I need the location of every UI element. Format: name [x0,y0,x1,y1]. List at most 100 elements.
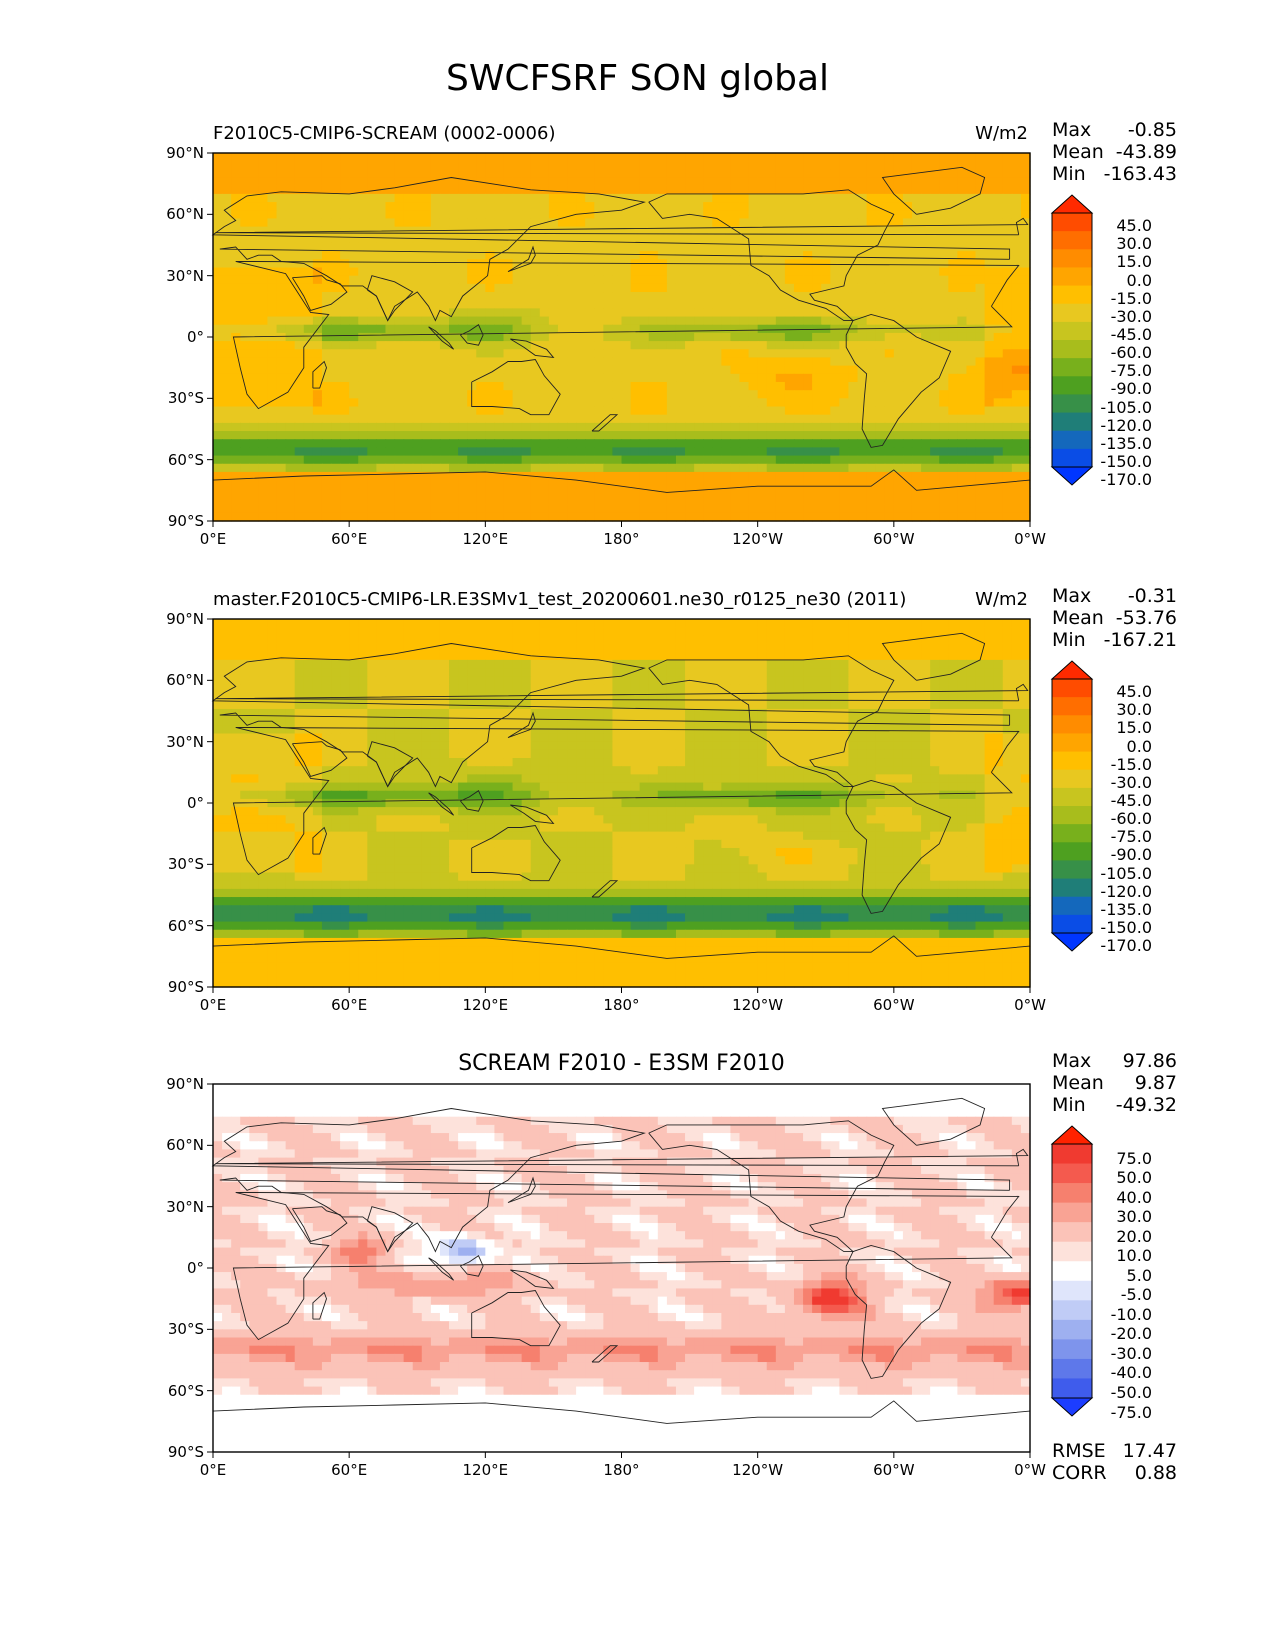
field-cell [803,390,813,399]
field-cell [567,390,577,399]
field-cell [494,504,505,514]
field-cell [966,512,977,522]
field-cell [775,300,786,309]
field-cell [866,275,877,285]
field-cell [875,267,886,277]
field-cell [213,341,223,350]
field-cell [703,455,713,465]
field-cell [839,202,850,211]
field-cell [430,431,441,440]
field-cell [1011,332,1022,342]
field-cell [521,414,532,424]
field-cell [966,676,977,686]
field-cell [966,668,977,677]
field-cell [657,324,668,334]
field-cell [630,659,641,669]
field-cell [821,439,831,448]
field-cell [530,218,541,228]
field-cell [276,692,287,702]
field-cell [675,496,686,506]
field-cell [921,357,931,367]
field-cell [921,488,931,498]
field-cell [594,308,604,318]
field-cell [249,480,259,489]
field-cell [866,463,877,473]
field-cell [766,496,777,506]
field-cell [603,292,614,301]
field-cell [857,259,868,269]
field-cell [512,496,523,506]
field-cell [421,455,432,465]
field-cell [258,447,269,457]
field-cell [857,398,868,408]
field-cell [1020,455,1031,465]
field-cell [930,267,940,277]
field-cell [539,316,550,326]
field-cell [675,692,686,702]
field-cell [639,373,650,383]
field-cell [621,431,632,440]
field-cell [875,153,886,162]
field-cell [485,668,496,677]
field-cell [812,177,822,187]
field-cell [748,332,759,342]
field-cell [585,242,595,252]
field-cell [657,275,668,285]
field-cell [621,226,632,236]
field-cell [911,619,922,628]
field-cell [430,242,441,252]
field-cell [930,439,940,448]
field-cell [757,422,768,432]
field-cell [512,210,523,220]
field-cell [494,692,505,702]
field-cell [294,398,305,408]
field-cell [921,455,931,465]
field-cell [639,316,650,326]
field-cell [376,218,387,228]
field-cell [430,504,441,514]
field-cell [258,365,269,375]
field-cell [421,283,432,293]
field-cell [603,659,614,669]
field-cell [666,390,677,399]
field-cell [594,153,604,162]
field-cell [984,332,995,342]
field-cell [784,308,795,318]
field-cell [675,341,686,350]
field-cell [712,692,722,702]
field-cell [512,177,523,187]
field-cell [830,185,840,195]
field-cell [821,332,831,342]
field-cell [521,390,532,399]
field-cell [775,275,786,285]
field-cell [694,668,704,677]
field-cell [675,619,686,628]
field-cell [312,659,323,669]
field-cell [285,676,296,686]
field-cell [349,300,359,309]
field-cell [911,324,922,334]
field-cell [630,684,641,694]
field-cell [621,292,632,301]
field-cell [857,463,868,473]
field-cell [893,324,904,334]
colorbar-frame [1051,212,1093,468]
field-cell [231,627,241,636]
field-cell [340,341,350,350]
field-cell [576,218,586,228]
field-cell [485,169,496,179]
field-cell [213,161,223,170]
field-cell [439,357,450,367]
field-cell [721,635,732,645]
field-cell [294,242,305,252]
field-cell [222,471,232,481]
field-cell [621,480,632,489]
field-cell [712,373,722,383]
field-cell [222,365,232,375]
field-cell [594,635,604,645]
field-cell [648,463,659,473]
field-cell [340,504,350,514]
field-cell [303,659,314,669]
field-cell [394,643,405,653]
field-cell [521,422,532,432]
